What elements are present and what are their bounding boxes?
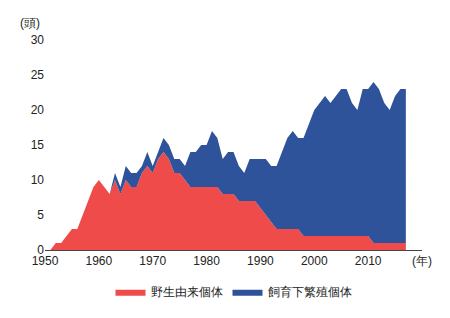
svg-text:25: 25 bbox=[31, 68, 45, 82]
svg-text:1970: 1970 bbox=[139, 254, 166, 268]
svg-text:2010: 2010 bbox=[355, 254, 382, 268]
svg-text:15: 15 bbox=[31, 138, 45, 152]
svg-text:20: 20 bbox=[31, 103, 45, 117]
svg-text:5: 5 bbox=[37, 208, 44, 222]
svg-text:飼育下繁殖個体: 飼育下繁殖個体 bbox=[268, 285, 352, 299]
svg-text:(年): (年) bbox=[412, 254, 432, 268]
svg-text:1950: 1950 bbox=[32, 254, 59, 268]
svg-text:1960: 1960 bbox=[86, 254, 113, 268]
svg-text:0: 0 bbox=[37, 243, 44, 257]
svg-text:10: 10 bbox=[31, 173, 45, 187]
svg-text:30: 30 bbox=[31, 33, 45, 47]
svg-text:1980: 1980 bbox=[193, 254, 220, 268]
svg-text:野生由来個体: 野生由来個体 bbox=[151, 285, 223, 299]
svg-text:2000: 2000 bbox=[301, 254, 328, 268]
svg-text:1990: 1990 bbox=[247, 254, 274, 268]
svg-text:(頭): (頭) bbox=[20, 16, 40, 30]
